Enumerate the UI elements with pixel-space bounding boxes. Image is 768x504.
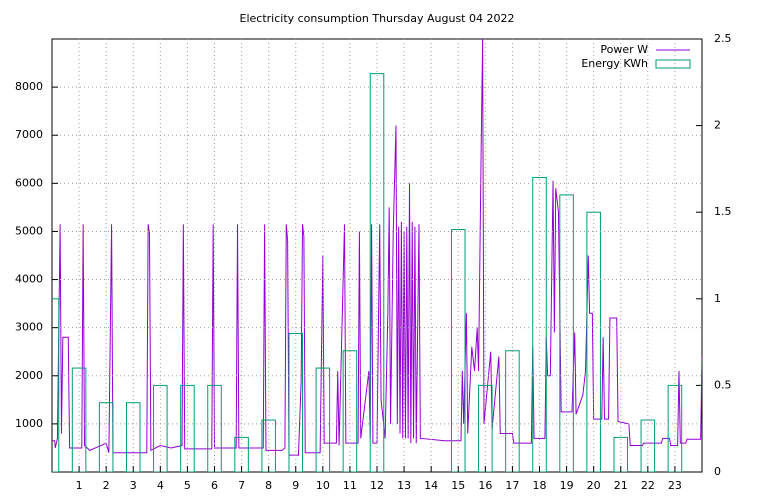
x-tick-label: 1 [76, 479, 83, 492]
y2-tick-label: 1 [714, 292, 721, 305]
y-tick-label: 5000 [15, 224, 43, 237]
y-tick-label: 3000 [15, 321, 43, 334]
y-tick-label: 7000 [15, 128, 43, 141]
y-tick-label: 8000 [15, 80, 43, 93]
x-tick-label: 23 [668, 479, 682, 492]
energy-bar [342, 350, 358, 472]
x-tick-label: 15 [451, 479, 465, 492]
legend-swatch [655, 59, 691, 69]
energy-bar [559, 194, 574, 472]
x-tick-label: 8 [265, 479, 272, 492]
x-tick-label: 4 [157, 479, 164, 492]
y2-tick-label: 2.5 [714, 32, 732, 45]
x-tick-label: 10 [316, 479, 330, 492]
x-tick-label: 11 [343, 479, 357, 492]
y-tick-label: 2000 [15, 369, 43, 382]
x-tick-label: 3 [130, 479, 137, 492]
energy-bar [450, 229, 466, 472]
x-tick-label: 16 [478, 479, 492, 492]
energy-bar [640, 419, 656, 472]
chart-title: Electricity consumption Thursday August … [240, 12, 515, 25]
x-tick-label: 12 [370, 479, 384, 492]
y2-tick-label: 2 [714, 119, 721, 132]
x-tick-label: 19 [560, 479, 574, 492]
x-tick-label: 7 [238, 479, 245, 492]
x-tick-label: 22 [641, 479, 655, 492]
energy-bar [125, 402, 141, 472]
energy-bar [52, 298, 60, 472]
y-tick-label: 6000 [15, 176, 43, 189]
x-tick-label: 17 [505, 479, 519, 492]
x-tick-label: 2 [103, 479, 110, 492]
legend-label: Power W [600, 43, 648, 56]
power-line [52, 39, 702, 456]
energy-bar [532, 177, 547, 472]
x-tick-label: 21 [614, 479, 628, 492]
y-tick-label: 1000 [15, 417, 43, 430]
energy-bar [505, 350, 520, 472]
x-tick-label: 6 [211, 479, 218, 492]
energy-bar [261, 419, 276, 472]
x-tick-label: 20 [587, 479, 601, 492]
x-tick-label: 5 [184, 479, 191, 492]
energy-bar [98, 402, 114, 472]
y2-tick-label: 0.5 [714, 378, 732, 391]
plot-area [52, 39, 702, 472]
legend-label: Energy KWh [581, 57, 648, 70]
x-tick-label: 9 [292, 479, 299, 492]
x-tick-label: 14 [424, 479, 438, 492]
energy-bar [288, 332, 304, 472]
x-tick-label: 13 [397, 479, 411, 492]
y2-tick-label: 0 [714, 465, 721, 478]
x-tick-label: 18 [533, 479, 547, 492]
y2-tick-label: 1.5 [714, 205, 732, 218]
y-tick-label: 4000 [15, 273, 43, 286]
